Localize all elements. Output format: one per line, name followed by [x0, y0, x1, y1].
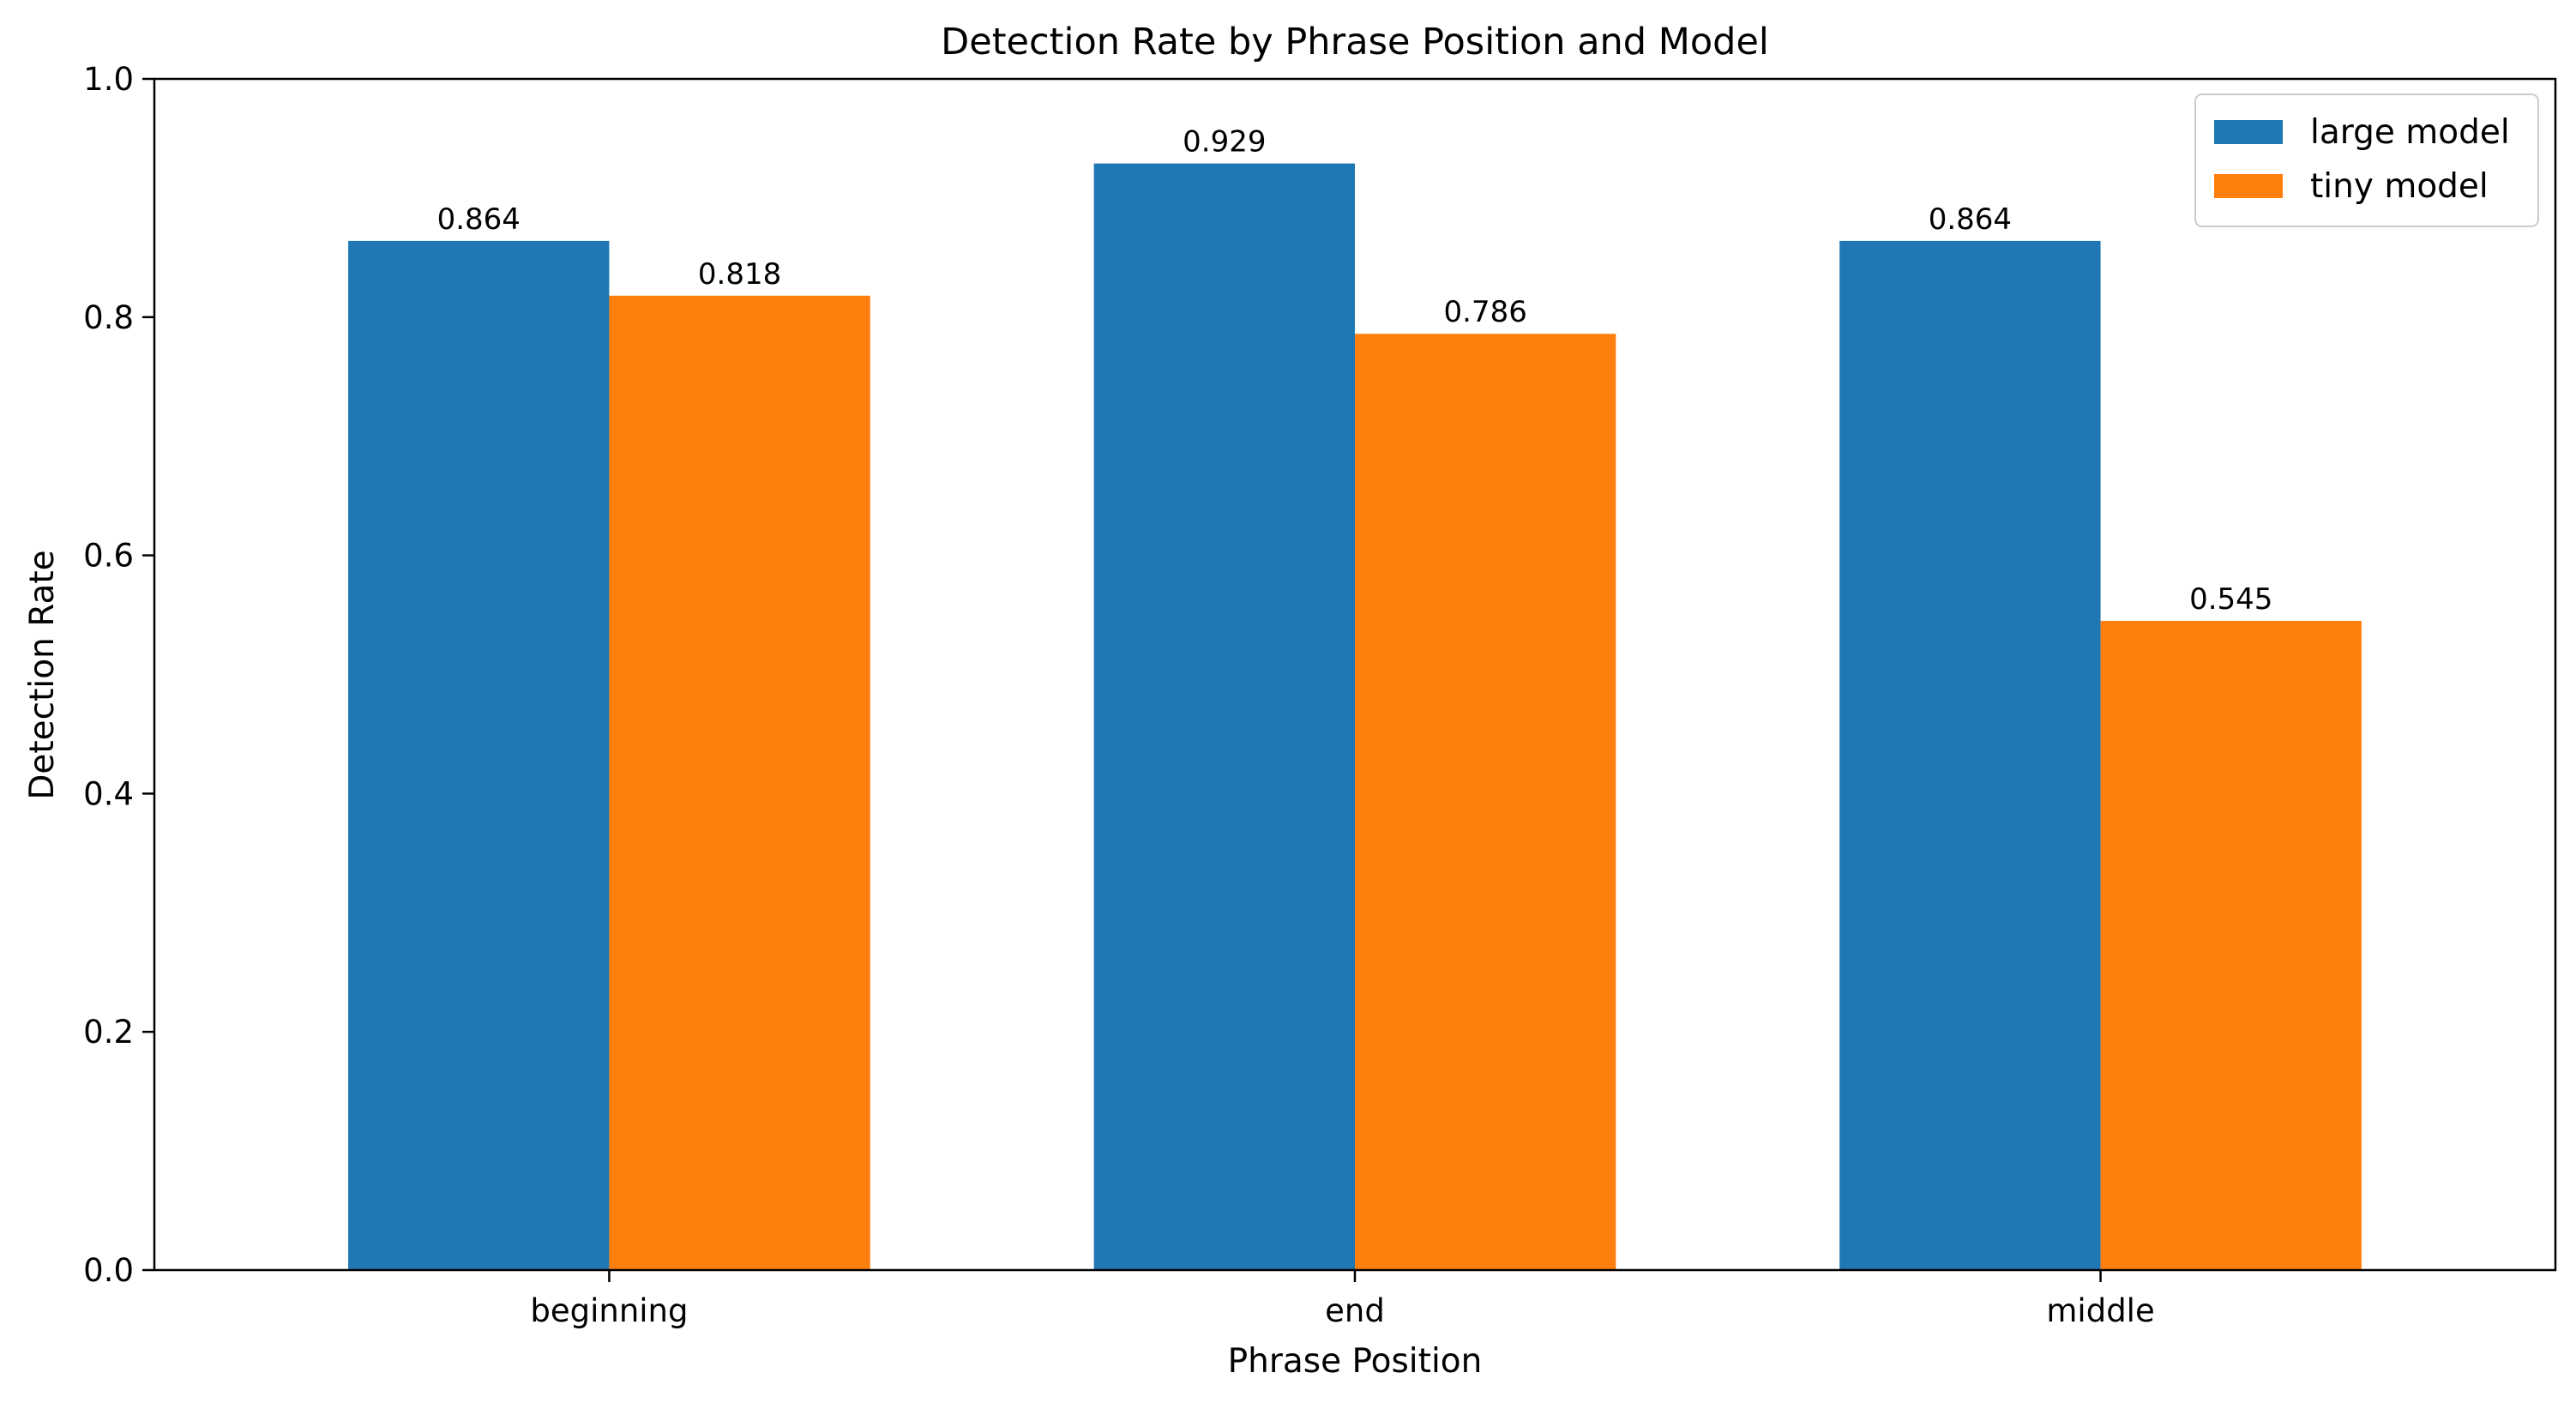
bars-layer — [348, 163, 2362, 1271]
bar-tiny-model-end — [1355, 334, 1616, 1271]
value-label: 0.864 — [1929, 202, 2012, 237]
y-tick-label: 0.6 — [83, 538, 134, 575]
legend: large model tiny model — [2194, 93, 2539, 227]
chart-title: Detection Rate by Phrase Position and Mo… — [941, 21, 1769, 63]
bar-large-model-middle — [1839, 240, 2101, 1270]
legend-swatch — [2214, 120, 2283, 144]
y-tick-label: 0.2 — [83, 1014, 134, 1051]
x-tick-label: middle — [2046, 1292, 2154, 1329]
legend-label: tiny model — [2310, 167, 2489, 206]
y-tick-label: 1.0 — [83, 61, 134, 98]
value-label: 0.786 — [1444, 295, 1527, 329]
x-axis-label: Phrase Position — [1228, 1342, 1483, 1381]
value-label: 0.864 — [437, 202, 521, 237]
axes-layer: 0.0 0.2 0.4 0.6 0.8 1.0 beginning end middle — [83, 61, 2557, 1329]
y-tick-label: 0.0 — [83, 1252, 134, 1289]
x-tick-label: beginning — [530, 1292, 688, 1329]
legend-label: large model — [2310, 113, 2510, 152]
value-label: 0.545 — [2189, 582, 2272, 617]
y-tick-label: 0.8 — [83, 299, 134, 336]
legend-swatch — [2214, 174, 2283, 198]
bar-tiny-model-beginning — [609, 295, 870, 1271]
value-label: 0.818 — [698, 257, 781, 292]
x-tick-label: end — [1325, 1292, 1385, 1329]
value-label: 0.929 — [1183, 125, 1266, 160]
y-axis-label: Detection Rate — [23, 550, 62, 799]
bar-large-model-beginning — [348, 240, 610, 1270]
bar-large-model-end — [1093, 163, 1355, 1270]
y-tick-label: 0.4 — [83, 775, 134, 812]
bar-tiny-model-middle — [2100, 620, 2362, 1270]
value-labels-layer: 0.864 0.929 0.864 0.818 0.786 0.545 — [437, 125, 2273, 617]
